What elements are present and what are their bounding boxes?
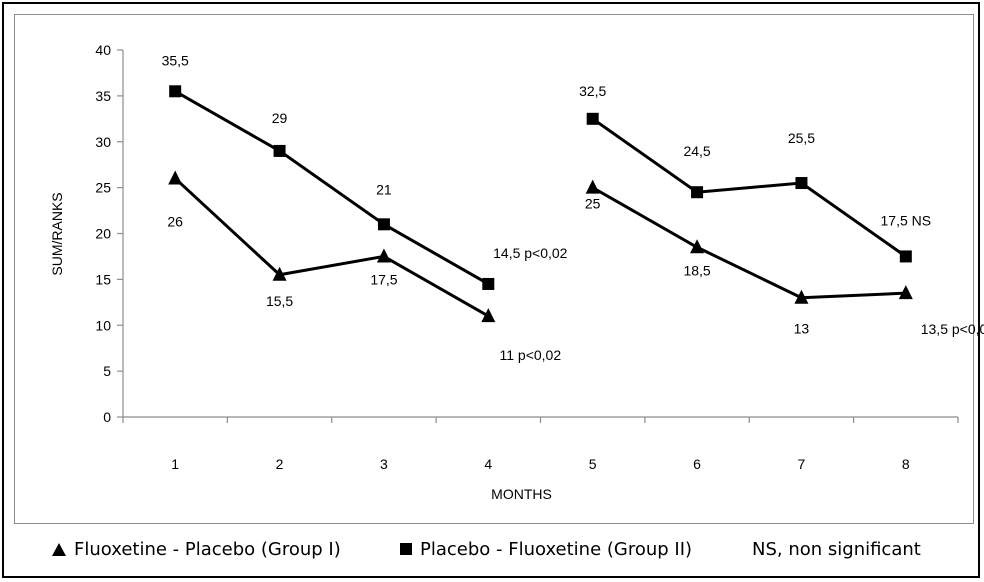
data-label: 17,5 bbox=[370, 271, 397, 287]
y-tick-label: 0 bbox=[103, 409, 111, 425]
y-tick-label: 30 bbox=[95, 134, 111, 150]
data-label: 17,5 NS bbox=[881, 212, 932, 228]
triangle-point bbox=[272, 266, 287, 281]
legend-item-group2: Placebo - Fluoxetine (Group II) bbox=[400, 535, 692, 563]
data-label: 11 p<0,02 bbox=[499, 347, 561, 363]
series-line bbox=[174, 177, 490, 318]
y-tick-label: 25 bbox=[95, 180, 111, 196]
square-point bbox=[273, 144, 286, 157]
data-label: 13,5 p<0,001 bbox=[921, 321, 984, 337]
x-tick-label: 5 bbox=[589, 456, 597, 472]
data-label: 21 bbox=[376, 181, 392, 197]
data-label: 32,5 bbox=[579, 83, 606, 99]
triangle-point bbox=[898, 285, 913, 300]
y-tick-label: 35 bbox=[95, 88, 111, 104]
square-point bbox=[691, 186, 704, 199]
data-label: 25,5 bbox=[788, 130, 815, 146]
y-tick-label: 40 bbox=[95, 42, 111, 58]
plot-area bbox=[14, 14, 974, 524]
triangle-point bbox=[376, 248, 391, 263]
data-label: 29 bbox=[272, 110, 288, 126]
data-label: 18,5 bbox=[683, 262, 710, 278]
series-line bbox=[591, 117, 907, 258]
x-tick-label: 3 bbox=[380, 456, 388, 472]
data-label: 35,5 bbox=[162, 52, 189, 68]
legend-item-group1: Fluoxetine - Placebo (Group I) bbox=[52, 535, 341, 563]
square-point bbox=[377, 218, 390, 231]
data-label: 14,5 p<0,02 bbox=[493, 245, 568, 261]
x-tick-label: 6 bbox=[693, 456, 701, 472]
y-tick-label: 10 bbox=[95, 317, 111, 333]
y-tick-label: 5 bbox=[103, 363, 111, 379]
x-tick-label: 1 bbox=[171, 456, 179, 472]
triangle-point bbox=[690, 239, 705, 254]
legend-label-group1: Fluoxetine - Placebo (Group I) bbox=[74, 538, 341, 560]
x-tick-label: 7 bbox=[798, 456, 806, 472]
data-label: 24,5 bbox=[683, 143, 710, 159]
x-tick-label: 4 bbox=[484, 456, 492, 472]
x-tick-label: 2 bbox=[276, 456, 284, 472]
triangle-marker-icon bbox=[52, 542, 66, 556]
triangle-point bbox=[585, 179, 600, 194]
square-marker-icon bbox=[400, 543, 412, 555]
square-point bbox=[586, 112, 599, 125]
data-label: 13 bbox=[794, 321, 810, 337]
legend-note-text: NS, non significant bbox=[752, 538, 921, 560]
legend-label-group2: Placebo - Fluoxetine (Group II) bbox=[420, 538, 693, 560]
series-line bbox=[591, 186, 906, 300]
data-label: 25 bbox=[585, 196, 601, 212]
square-point bbox=[795, 177, 808, 190]
legend-note: NS, non significant bbox=[752, 535, 921, 563]
x-tick-label: 8 bbox=[902, 456, 910, 472]
x-axis-title: MONTHS bbox=[491, 486, 552, 502]
triangle-point bbox=[481, 308, 496, 323]
triangle-point bbox=[794, 289, 809, 304]
y-axis-title: SUM/RANKS bbox=[49, 192, 65, 275]
y-tick-label: 15 bbox=[95, 271, 111, 287]
square-point bbox=[899, 250, 912, 263]
square-point bbox=[169, 85, 182, 98]
series-line bbox=[174, 89, 490, 286]
y-tick-label: 20 bbox=[95, 226, 111, 242]
triangle-point bbox=[168, 170, 183, 185]
square-point bbox=[482, 277, 495, 290]
data-label: 26 bbox=[167, 213, 183, 229]
data-label: 15,5 bbox=[266, 293, 293, 309]
